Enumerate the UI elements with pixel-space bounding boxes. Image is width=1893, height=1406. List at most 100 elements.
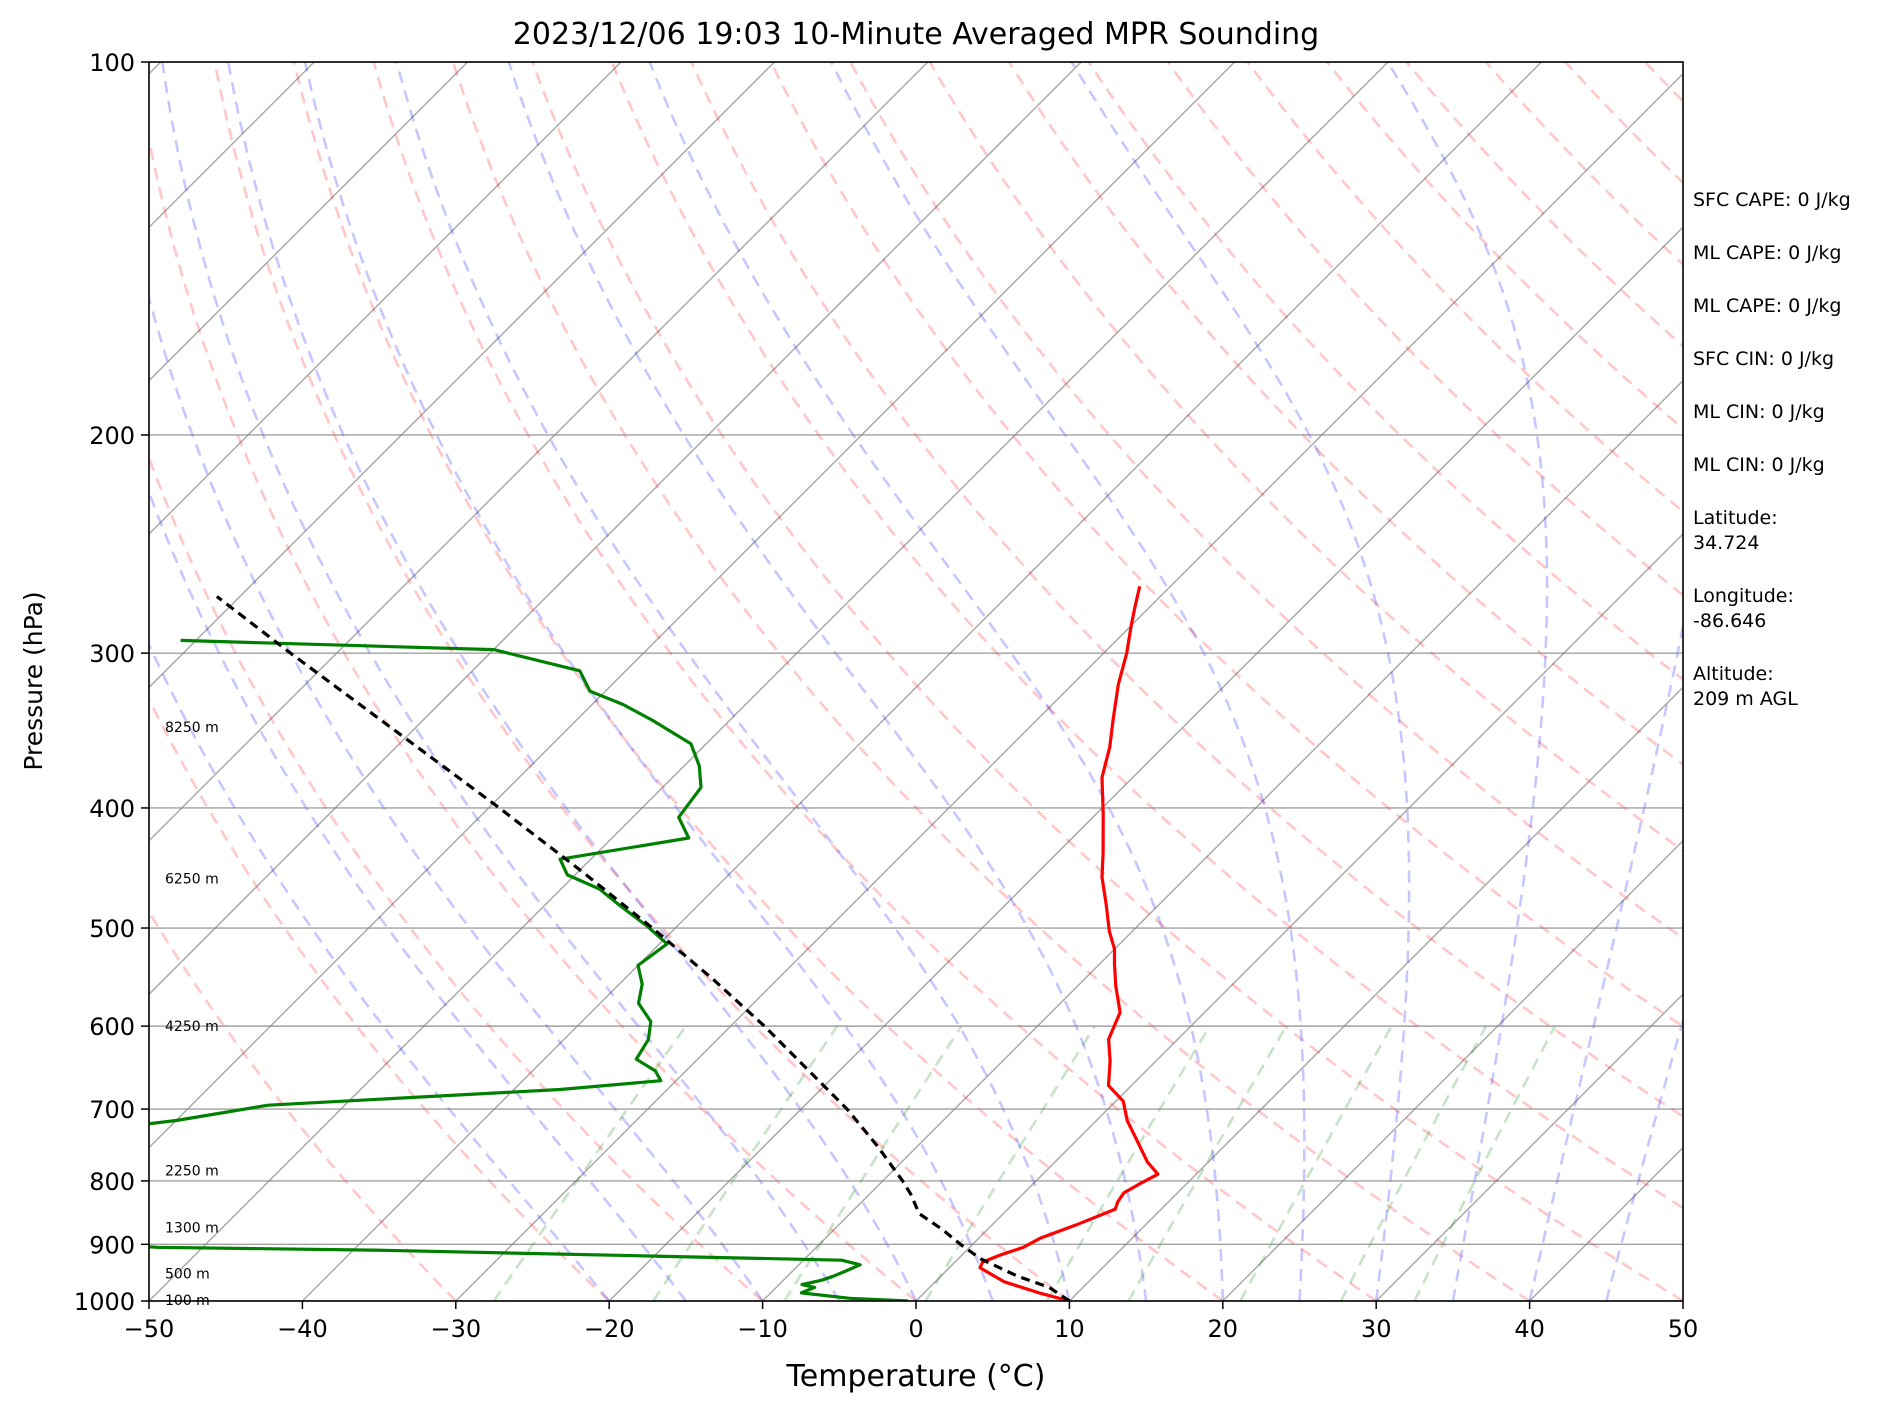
isotherm-line [149,62,1389,1301]
x-tick-label: 30 [1361,1315,1392,1343]
moist-adiabat-line [226,62,918,1301]
mixing-ratio-line [783,1025,963,1301]
y-tick-label: 300 [89,640,135,668]
isotherm-line [1068,686,1683,1301]
moist-adiabat-line [1386,62,1549,1301]
y-axis-ticks: 100 200 300 400 500 600 700 800 900 1000 [74,49,149,1316]
sfc-cape: SFC CAPE: 0 J/kg [1693,189,1851,211]
dry-adiabat-line [769,62,1683,1029]
moist-adiabat-line [149,293,764,1301]
isotherm-line [149,62,469,382]
mixing-ratio-line [1413,1025,1557,1301]
y-axis-label: Pressure (hPa) [19,591,48,770]
isotherm-line [455,72,1683,1301]
isotherm-line [1375,993,1683,1301]
dewpoint-line [149,638,909,1301]
x-tick-label: −20 [584,1315,635,1343]
longitude-block: Longitude: -86.646 [1693,584,1851,634]
mixing-ratio-line [1339,1025,1488,1301]
isotherm-line [149,62,1236,1149]
chart-title: 2023/12/06 19:03 10-Minute Averaged MPR … [513,17,1319,52]
y-tick-label: 800 [89,1168,135,1196]
dry-adiabat-line [849,62,1683,940]
height-label: 4250 m [165,1019,219,1035]
stats-panel: SFC CAPE: 0 J/kg ML CAPE: 0 J/kg ML CAPE… [1693,188,1851,740]
x-tick-label: 20 [1208,1315,1239,1343]
isotherm-line [149,62,929,842]
dry-adiabat-line [292,62,1224,1301]
y-tick-label: 600 [89,1013,135,1041]
y-tick-label: 700 [89,1096,135,1124]
dry-adiabat-line [928,62,1683,853]
isotherm-line [762,379,1683,1301]
dry-adiabat-line [531,62,1683,1301]
height-label: 2250 m [165,1164,219,1180]
isotherm-line [1222,839,1683,1301]
moist-adiabat-line [161,62,841,1301]
moist-adiabat-line [149,488,687,1301]
dry-adiabat-line [690,62,1683,1119]
x-axis-label: Temperature (°C) [786,1359,1046,1394]
sfc-cin: SFC CIN: 0 J/kg [1693,348,1835,370]
background-lines [149,62,1683,1301]
x-tick-label: 40 [1514,1315,1545,1343]
series-layer [149,586,1160,1301]
x-tick-label: 0 [908,1315,923,1343]
y-tick-label: 100 [89,49,135,77]
dry-adiabat-line [149,133,917,1301]
pressure-gridlines [149,62,1683,1301]
longitude-value: -86.646 [1693,610,1767,632]
x-tick-label: −30 [430,1315,481,1343]
moist-adiabat-line [507,62,1148,1301]
mixing-ratio-line [1045,1025,1211,1301]
mixing-ratio-line [492,1025,687,1301]
x-tick-label: 10 [1054,1315,1085,1343]
isotherm-line [915,533,1683,1301]
x-tick-label: 50 [1668,1315,1699,1343]
temperature-line [978,586,1160,1301]
dry-adiabat-line [610,62,1683,1210]
height-label: 500 m [165,1266,210,1282]
plot-frame [148,61,1684,1302]
x-axis-ticks: −50 −40 −30 −20 −10 0 10 20 30 40 50 [124,1301,1699,1343]
isotherm-line [149,62,775,689]
height-label: 1300 m [165,1220,219,1236]
ml-cape-1: ML CAPE: 0 J/kg [1693,242,1842,264]
x-tick-label: −40 [277,1315,328,1343]
mixing-ratio-line [1239,1025,1393,1301]
parcel-line [215,595,1071,1301]
ml-cin-2: ML CIN: 0 J/kg [1693,454,1825,476]
mixing-ratio-line [652,1025,839,1301]
moist-adiabat-line [1528,619,1683,1301]
dry-adiabat-line [1087,62,1683,681]
ml-cape-2: ML CAPE: 0 J/kg [1693,295,1842,317]
moist-adiabat-line [648,62,1225,1301]
dry-adiabat-line [1325,62,1683,431]
moist-adiabat-line [1070,62,1411,1301]
x-tick-label: −50 [124,1315,175,1343]
dry-adiabat-line [372,62,1377,1301]
latitude-label: Latitude: [1693,507,1778,529]
mixing-ratio-line [1127,1025,1288,1301]
dry-adiabat-line [1405,62,1683,349]
ml-cin-1: ML CIN: 0 J/kg [1693,401,1825,423]
y-tick-label: 1000 [74,1288,135,1316]
height-label: 8250 m [165,720,219,736]
isotherm-line [608,226,1683,1301]
dry-adiabat-line [149,454,764,1301]
isotherm-line [149,62,622,535]
y-tick-label: 500 [89,915,135,943]
moist-adiabat-line [303,62,994,1301]
dry-adiabat-line [149,696,611,1301]
latitude-block: Latitude: 34.724 [1693,506,1851,556]
altitude-label: Altitude: [1693,663,1774,685]
dry-adiabat-line [213,62,1071,1301]
isotherm-line [301,62,1542,1301]
altitude-block: Altitude: 209 m AGL [1693,662,1851,712]
altitude-value: 209 m AGL [1693,688,1798,710]
dry-adiabat-line [1008,62,1683,767]
mixing-ratio-line [924,1025,1096,1301]
height-label: 6250 m [165,871,219,887]
moist-adiabat-line [395,62,1071,1301]
